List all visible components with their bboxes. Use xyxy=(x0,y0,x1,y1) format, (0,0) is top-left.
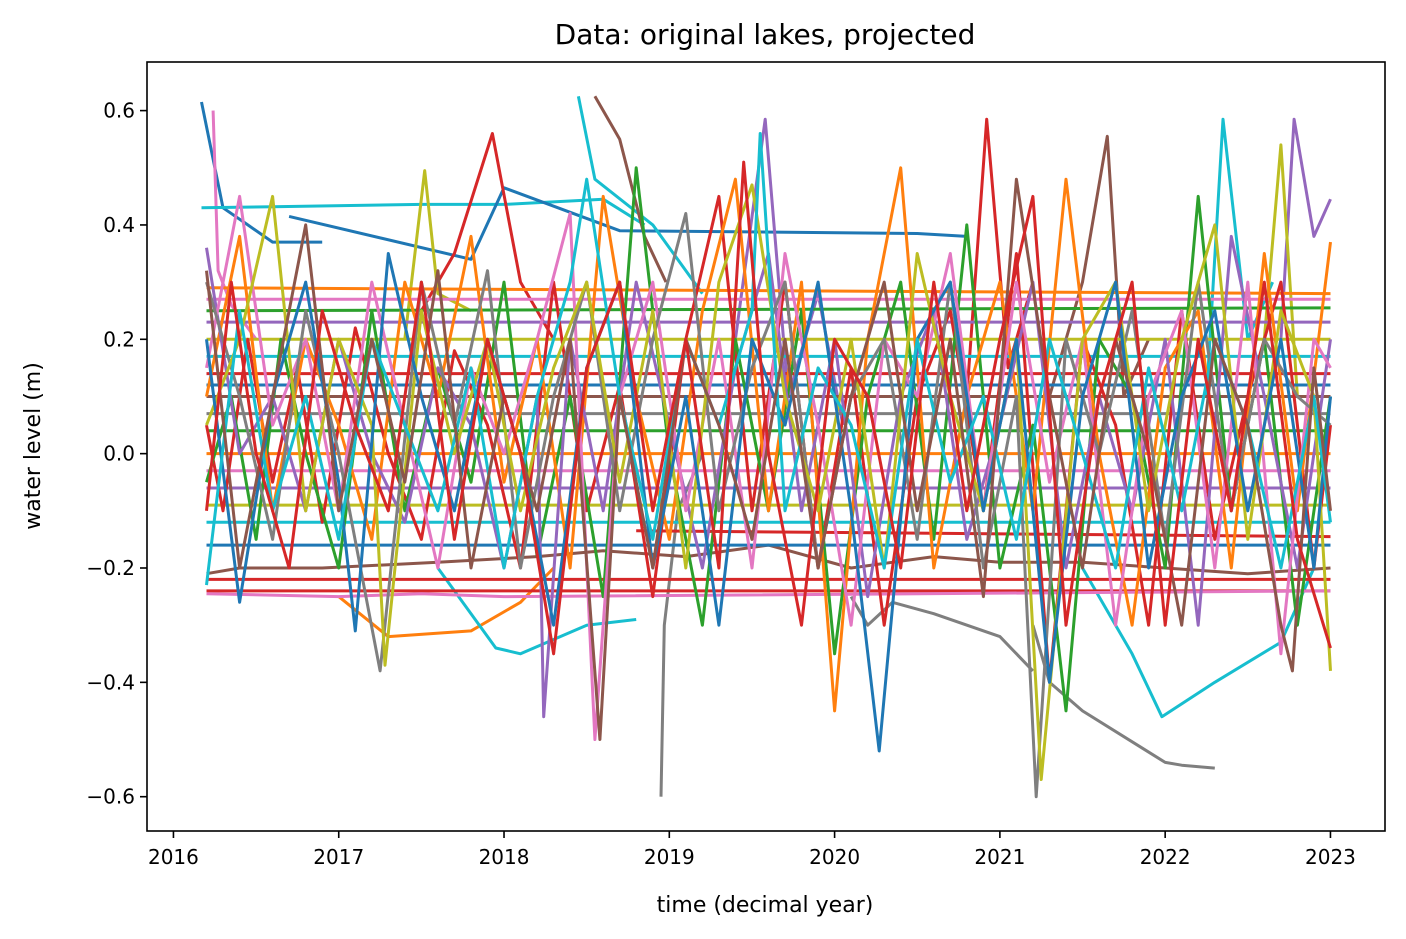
series-line-51 xyxy=(205,132,1332,586)
x-tick-label: 2017 xyxy=(313,845,364,869)
series-line-8 xyxy=(403,169,472,340)
series-line-47 xyxy=(205,194,1332,741)
series-line-7 xyxy=(420,132,555,341)
x-tick-label: 2023 xyxy=(1305,845,1356,869)
series-line-28 xyxy=(206,306,1331,313)
y-axis: −0.6 −0.4 −0.2 0.0 0.2 0.4 0.6 xyxy=(86,99,147,809)
x-tick-label: 2021 xyxy=(974,845,1025,869)
series-line-13 xyxy=(1048,134,1150,398)
y-tick-label: −0.4 xyxy=(86,670,135,694)
series-line-52 xyxy=(205,177,1332,741)
x-axis: 2016 2017 2018 2019 2020 2021 2022 2023 xyxy=(148,831,1356,869)
series-line-14 xyxy=(1262,143,1299,397)
series-line-3 xyxy=(201,197,646,227)
series-line-16 xyxy=(1031,624,1215,770)
y-tick-label: 0.2 xyxy=(103,327,135,351)
x-tick-label: 2018 xyxy=(479,845,530,869)
plot-frame xyxy=(146,61,1386,832)
series-line-17 xyxy=(1081,567,1316,719)
series-line-53 xyxy=(205,160,1332,656)
y-tick-label: 0.0 xyxy=(103,442,135,466)
series-line-45 xyxy=(205,166,1332,713)
x-tick-label: 2019 xyxy=(644,845,695,869)
series-line-43 xyxy=(205,194,1332,684)
series-line-4 xyxy=(288,186,967,261)
x-tick-label: 2016 xyxy=(148,845,199,869)
series-line-50 xyxy=(205,252,1332,753)
series-layer xyxy=(200,95,1332,799)
x-tick-label: 2020 xyxy=(809,845,860,869)
series-line-6 xyxy=(593,95,668,283)
y-tick-label: 0.6 xyxy=(103,99,135,123)
x-axis-label: time (decimal year) xyxy=(657,893,874,918)
y-tick-label: −0.2 xyxy=(86,556,135,580)
y-tick-label: −0.6 xyxy=(86,785,135,809)
series-line-24 xyxy=(206,589,1331,599)
chart-title: Data: original lakes, projected xyxy=(555,18,976,51)
x-tick-label: 2022 xyxy=(1140,845,1191,869)
y-axis-label: water level (m) xyxy=(21,362,46,530)
y-tick-label: 0.4 xyxy=(103,213,135,237)
series-line-5 xyxy=(576,96,704,295)
